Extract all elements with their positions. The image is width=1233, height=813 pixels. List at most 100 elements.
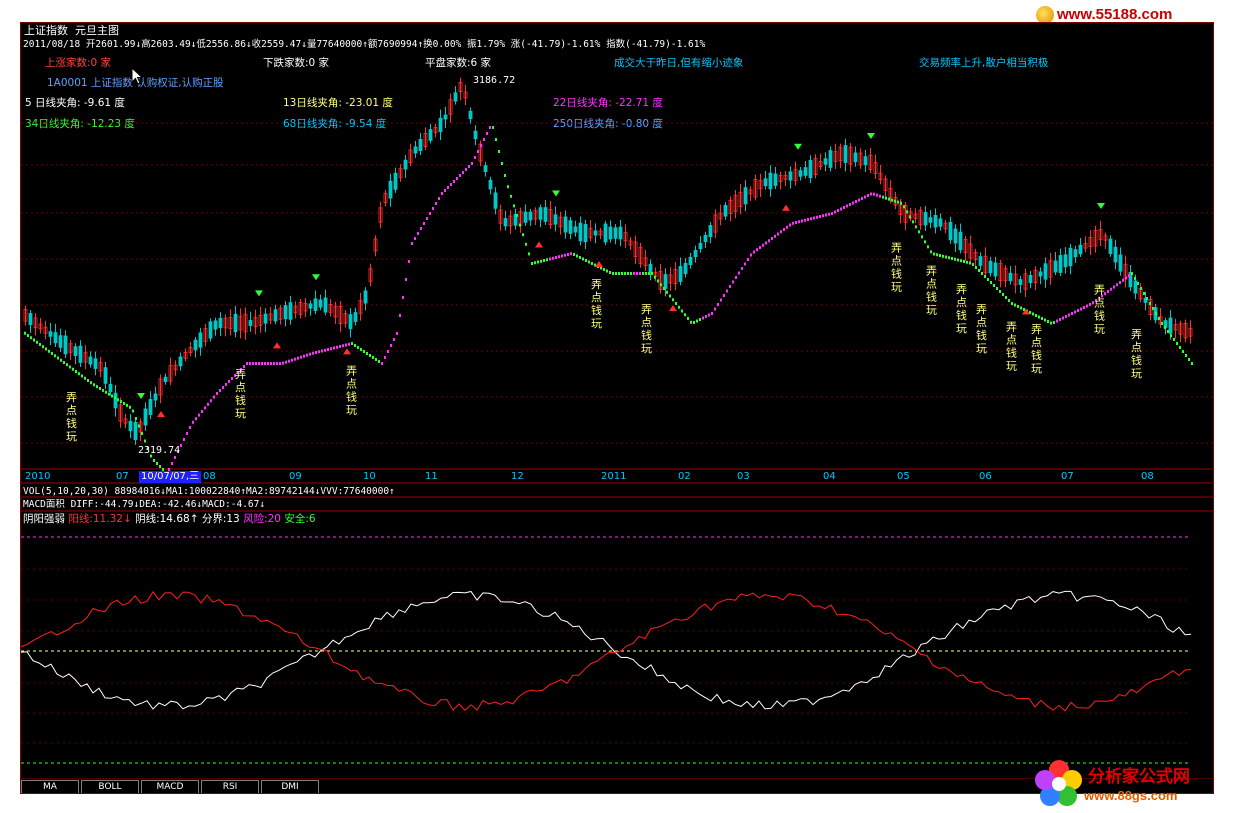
ma-dot: [963, 260, 965, 263]
candle-body: [283, 305, 288, 320]
candle-body: [733, 194, 738, 212]
ma-dot: [249, 362, 251, 365]
ma-dot: [1170, 334, 1172, 337]
ma-dot: [978, 269, 980, 272]
candle-body: [1068, 247, 1073, 267]
ma-dot: [1011, 302, 1013, 305]
candle-body: [493, 192, 498, 209]
time-axis-label: 07: [1061, 471, 1074, 482]
candle-body: [773, 173, 778, 186]
ma-dot: [1149, 302, 1151, 305]
ma-dot: [396, 332, 398, 335]
candle-body: [1008, 272, 1013, 282]
ma-dot: [99, 387, 101, 390]
tab-dmi[interactable]: DMI: [261, 780, 319, 793]
ma-dot: [939, 254, 941, 257]
chart-window[interactable]: 上证指数 元旦主图 2011/08/18 开2601.99↓高2603.49↓低…: [20, 22, 1214, 794]
ma-dot: [567, 253, 569, 256]
ma-dot: [444, 189, 446, 192]
up-arrow-icon: [535, 241, 543, 248]
candle-body: [1143, 297, 1148, 303]
ma-dot: [810, 217, 812, 221]
ma-dot: [102, 388, 104, 392]
candle-body: [623, 232, 628, 242]
candle-body: [978, 256, 983, 266]
ma-dot: [657, 279, 659, 283]
ma-dot: [921, 235, 923, 239]
candle-body: [303, 303, 308, 312]
code-line: 1A0001 上证指数 认购权证,认购正股: [47, 77, 224, 89]
tab-rsi[interactable]: RSI: [201, 780, 259, 793]
ma-dot: [186, 432, 188, 435]
ma-dot: [246, 362, 248, 365]
candle-body: [608, 226, 613, 240]
tab-ma[interactable]: MA: [21, 780, 79, 793]
ma-dot: [735, 276, 737, 279]
ma-dot: [1065, 315, 1067, 318]
ma-dot: [105, 390, 107, 394]
candle-body: [328, 303, 333, 313]
candle-body: [68, 343, 73, 353]
ma-dot: [243, 365, 245, 368]
ma-dot: [24, 331, 26, 335]
ma-dot: [690, 320, 692, 324]
candle-body: [28, 313, 33, 325]
ma-dot: [1056, 319, 1058, 323]
candle-body: [388, 180, 393, 199]
candle-body: [48, 331, 53, 337]
ma-dot: [1053, 321, 1055, 324]
ma-dot: [627, 272, 629, 275]
ma-dot: [867, 194, 869, 197]
ma-dot: [285, 360, 287, 364]
ma-dot: [1062, 316, 1064, 320]
candle-body: [858, 152, 863, 166]
ma-dot: [843, 206, 845, 209]
ma-dot: [519, 223, 521, 227]
signal-label: 弄点钱玩: [1131, 328, 1142, 380]
ma-dot: [117, 398, 119, 402]
ma-dot: [600, 266, 602, 270]
indicator-tabs: MA BOLL MACD RSI DMI: [21, 779, 1213, 793]
ma-dot: [438, 197, 440, 200]
candle-body: [1018, 279, 1023, 285]
candlestick-chart[interactable]: 弄点钱玩弄点钱玩弄点钱玩弄点钱玩弄点钱玩弄点钱玩弄点钱玩弄点钱玩弄点钱玩弄点钱玩…: [21, 23, 1213, 793]
candle-body: [1023, 273, 1028, 290]
ma-dot: [675, 302, 677, 305]
ma-dot: [777, 232, 779, 236]
candle-body: [73, 346, 78, 356]
ma-dot: [33, 338, 35, 342]
ma-dot: [333, 346, 335, 350]
candle-body: [948, 221, 953, 241]
ma-dot: [237, 371, 239, 374]
candle-body: [688, 256, 693, 266]
candle-body: [323, 297, 328, 313]
candle-body: [213, 320, 218, 330]
candle-body: [998, 263, 1003, 281]
time-axis-label: 2011: [601, 471, 627, 482]
candle-body: [693, 249, 698, 258]
candle-body: [603, 223, 608, 243]
ma-dot: [135, 417, 137, 420]
ma-dot: [387, 350, 389, 353]
ma-dot: [84, 376, 86, 380]
yang-line: [21, 591, 1192, 712]
candle-body: [1063, 254, 1068, 268]
candle-body: [813, 157, 818, 176]
tab-boll[interactable]: BOLL: [81, 780, 139, 793]
candle-body: [728, 200, 733, 214]
ma-dot: [144, 439, 146, 443]
ma-dot: [909, 215, 911, 219]
candle-body: [358, 300, 363, 314]
candle-body: [183, 352, 188, 359]
candle-body: [573, 226, 578, 233]
ma-dot: [780, 230, 782, 234]
ma-dot: [795, 221, 797, 224]
candle-body: [208, 321, 213, 339]
candle-body: [453, 92, 458, 102]
ma-dot: [930, 250, 932, 254]
ma-dot: [705, 315, 707, 318]
ma-dot: [642, 272, 644, 275]
candle-body: [198, 332, 203, 348]
ma-dot: [960, 259, 962, 263]
tab-macd[interactable]: MACD: [141, 780, 199, 793]
